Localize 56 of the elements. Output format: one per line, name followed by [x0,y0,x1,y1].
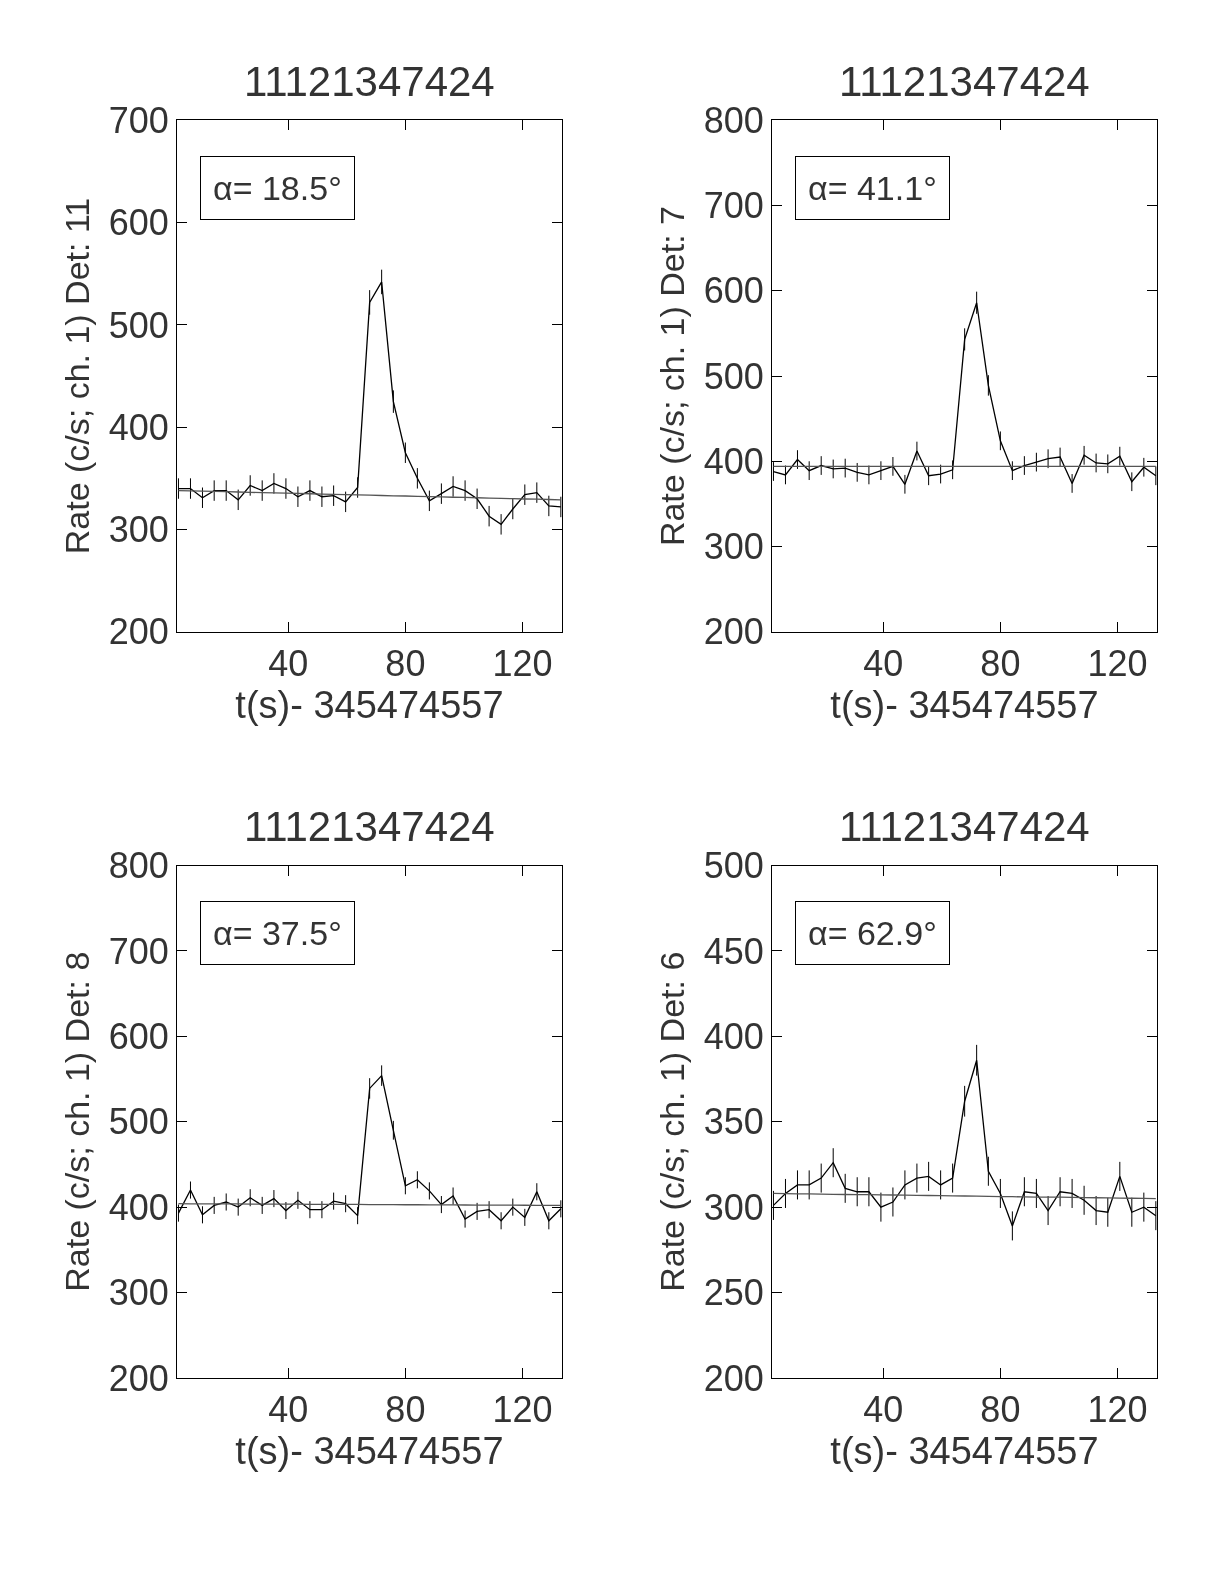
x-tick-label: 120 [492,642,553,684]
chart-title: 11121347424 [839,803,1090,850]
y-axis-title: Rate (c/s; ch. 1) Det: 11 [58,197,97,555]
x-tick-label: 40 [863,642,904,684]
y-tick-label: 400 [703,440,764,482]
y-tick-label: 400 [703,1015,764,1057]
y-axis-title: Rate (c/s; ch. 1) Det: 8 [58,951,97,1292]
y-tick-label: 800 [703,99,764,141]
x-tick-label: 80 [385,642,426,684]
x-tick-label: 40 [268,642,309,684]
y-tick-label: 500 [703,845,764,887]
y-tick-label: 800 [108,845,169,887]
x-axis-title: t(s)- 345474557 [235,1430,504,1473]
annotation: α= 62.9° [808,914,937,952]
y-tick-label: 300 [703,1186,764,1228]
x-axis-title: t(s)- 345474557 [235,683,504,726]
y-tick-label: 200 [703,1357,764,1399]
x-tick-label: 80 [385,1389,426,1431]
x-axis-title: t(s)- 345474557 [830,683,1099,726]
y-tick-label: 350 [703,1101,764,1143]
y-tick-label: 450 [703,930,764,972]
annotation: α= 37.5° [213,914,342,952]
y-tick-label: 600 [108,1015,169,1057]
y-tick-label: 250 [703,1272,764,1314]
y-tick-label: 300 [108,1272,169,1314]
x-tick-label: 40 [268,1389,309,1431]
y-tick-label: 400 [108,1186,169,1228]
x-axis-title: t(s)- 345474557 [830,1430,1099,1473]
x-tick-label: 80 [980,1389,1021,1431]
annotation: α= 41.1° [808,169,937,207]
y-tick-label: 200 [108,611,169,653]
y-tick-label: 500 [703,355,764,397]
y-tick-label: 700 [108,930,169,972]
chart-title: 11121347424 [839,58,1090,105]
y-tick-label: 600 [108,202,169,244]
y-axis-title: Rate (c/s; ch. 1) Det: 6 [653,951,692,1292]
chart-title: 11121347424 [244,803,495,850]
chart-title: 11121347424 [244,58,495,105]
x-tick-label: 40 [863,1389,904,1431]
y-tick-label: 600 [703,270,764,312]
y-tick-label: 700 [108,99,169,141]
x-tick-label: 120 [1087,642,1148,684]
line-series [177,489,562,501]
y-tick-label: 400 [108,406,169,448]
x-tick-label: 120 [1087,1389,1148,1431]
x-tick-label: 120 [492,1389,553,1431]
y-tick-label: 300 [703,526,764,568]
y-tick-label: 200 [703,611,764,653]
y-tick-label: 500 [108,304,169,346]
x-tick-label: 80 [980,642,1021,684]
y-tick-label: 300 [108,509,169,551]
y-tick-label: 200 [108,1357,169,1399]
y-tick-label: 700 [703,185,764,227]
y-tick-label: 500 [108,1101,169,1143]
y-axis-title: Rate (c/s; ch. 1) Det: 7 [653,205,692,547]
annotation: α= 18.5° [213,169,342,207]
